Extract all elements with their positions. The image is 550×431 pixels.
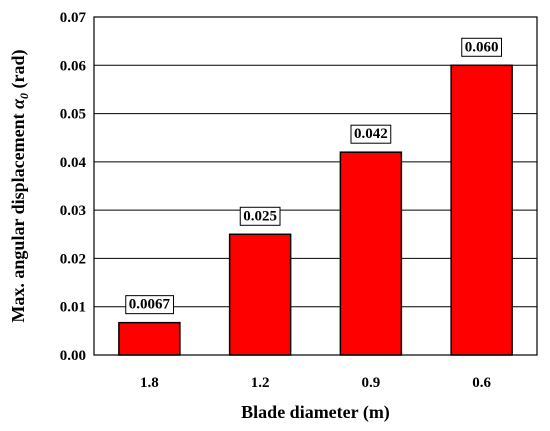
y-axis-title: Max. angular displacement α0 (rad) (8, 49, 31, 322)
x-tick-label: 0.9 (362, 375, 381, 391)
data-label-text: 0.0067 (129, 297, 171, 313)
data-label-box (125, 295, 174, 315)
plot-frame (93, 16, 538, 356)
y-axis-title-prefix: Max. angular displacement (8, 109, 28, 323)
bar (450, 64, 513, 356)
x-tick-label: 1.2 (251, 375, 270, 391)
x-tick-label: 0.6 (472, 375, 491, 391)
y-tick-label: 0.07 (60, 10, 87, 26)
y-tick-label: 0.02 (60, 251, 86, 267)
data-label-text: 0.025 (243, 208, 277, 224)
data-label: 0.0067 (125, 295, 174, 315)
x-tick-label: 1.8 (140, 375, 159, 391)
y-tick-label: 0.03 (60, 203, 86, 219)
y-axis-title-symbol: α (8, 98, 28, 109)
data-label: 0.060 (461, 37, 502, 57)
y-axis-title-subscript: 0 (17, 93, 31, 99)
y-tick-label: 0.04 (60, 155, 87, 171)
y-tick-label: 0.01 (60, 300, 86, 316)
data-label-text: 0.042 (354, 126, 388, 142)
data-label-box (350, 124, 392, 144)
bars (118, 64, 513, 356)
y-tick-label: 0.00 (60, 348, 86, 364)
y-tick-labels: 0.00 0.01 0.02 0.03 0.04 0.05 0.06 0.07 (60, 10, 87, 364)
bar (118, 321, 181, 356)
x-tick-labels: 1.8 1.2 0.9 0.6 (140, 375, 492, 391)
y-tick-label: 0.05 (60, 107, 86, 123)
data-label: 0.042 (350, 124, 392, 144)
y-tick-label: 0.06 (60, 58, 87, 74)
data-label: 0.025 (239, 206, 281, 226)
x-axis-title: Blade diameter (m) (241, 402, 390, 423)
bar (228, 233, 292, 356)
bar (339, 151, 403, 356)
data-label-box (239, 206, 281, 226)
data-labels: 0.0067 0.025 0.042 0.060 (125, 37, 502, 315)
data-label-text: 0.060 (465, 39, 499, 55)
y-axis-title-suffix: (rad) (8, 49, 29, 93)
data-label-box (461, 37, 502, 57)
